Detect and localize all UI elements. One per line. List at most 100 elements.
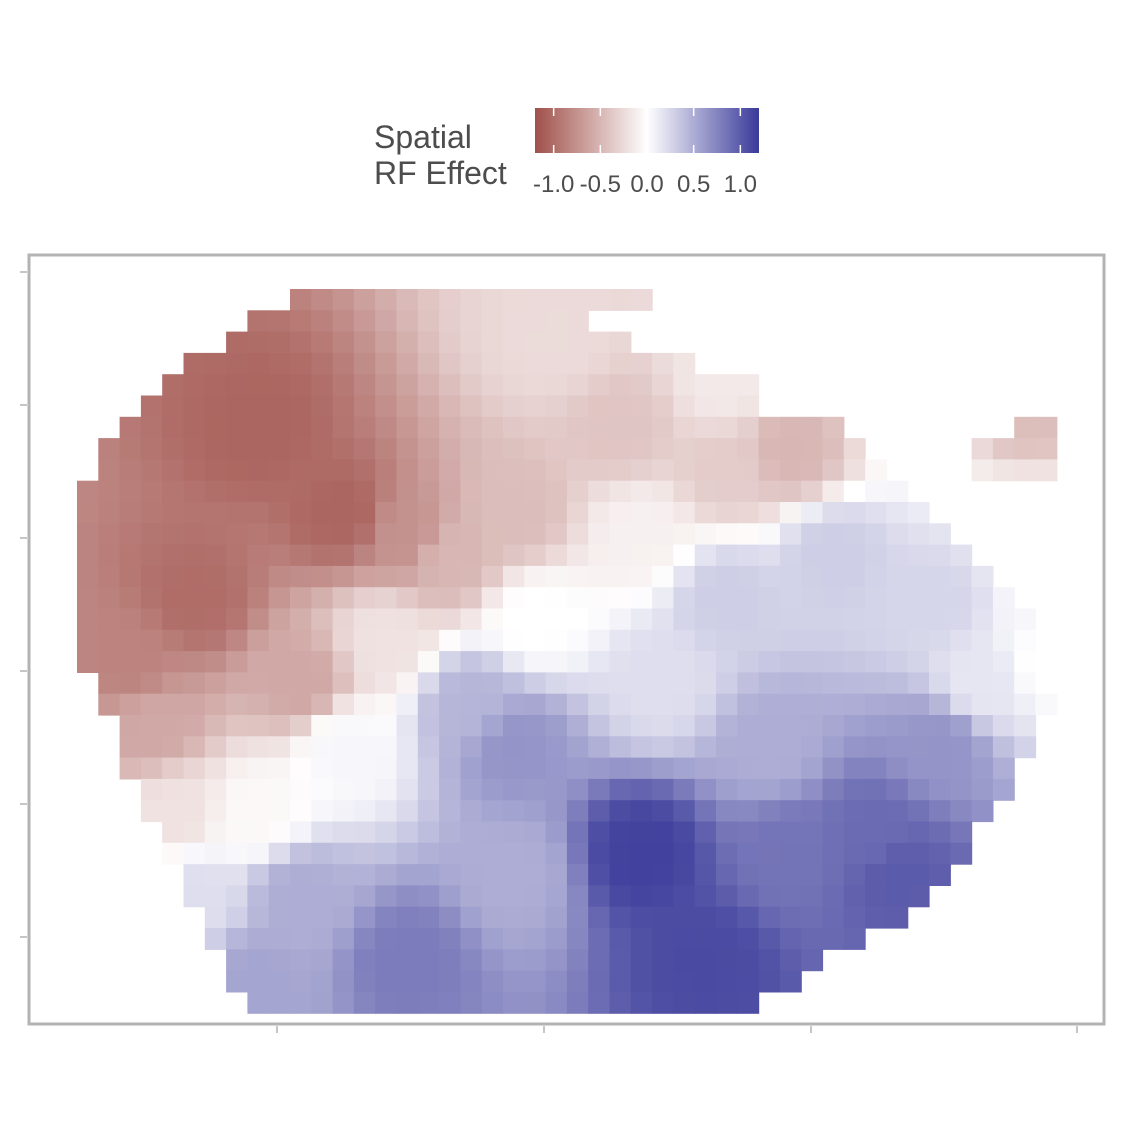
heatmap-cell: [439, 651, 461, 673]
heatmap-cell: [460, 310, 483, 333]
heatmap-cell: [162, 523, 185, 546]
heatmap-cell: [353, 821, 376, 844]
heatmap-cell: [247, 331, 270, 354]
heatmap-cell: [566, 864, 589, 886]
heatmap-cell: [545, 544, 568, 567]
heatmap-cell: [694, 864, 717, 886]
heatmap-cell: [907, 821, 930, 844]
heatmap-cell: [524, 438, 547, 460]
heatmap-cell: [865, 778, 887, 801]
heatmap-cell: [524, 459, 547, 482]
heatmap-cell: [268, 565, 291, 588]
heatmap-cell: [652, 565, 674, 588]
heatmap-cell: [439, 778, 461, 801]
heatmap-cell: [332, 736, 355, 759]
heatmap-cell: [290, 331, 312, 354]
heatmap-cell: [353, 480, 376, 503]
heatmap-cell: [247, 800, 270, 823]
heatmap-cell: [503, 459, 525, 482]
heatmap-cell: [290, 438, 312, 460]
heatmap-cell: [375, 310, 398, 333]
heatmap-cell: [417, 587, 440, 610]
heatmap-cell: [609, 544, 632, 567]
heatmap-cell: [417, 885, 440, 908]
heatmap-cell: [481, 523, 504, 546]
heatmap-cell: [758, 523, 781, 546]
heatmap-cell: [545, 395, 568, 418]
heatmap-cell: [332, 565, 355, 588]
heatmap-cell: [694, 693, 717, 716]
heatmap-cell: [716, 608, 738, 631]
heatmap-cell: [566, 374, 589, 397]
heatmap-cell: [353, 289, 376, 311]
heatmap-cell: [609, 991, 632, 1014]
heatmap-cell: [566, 736, 589, 759]
heatmap-cell: [566, 629, 589, 652]
heatmap-cell: [226, 778, 248, 801]
heatmap-cell: [652, 587, 674, 610]
heatmap-cell: [630, 842, 653, 865]
heatmap-cell: [140, 629, 163, 652]
heatmap-cell: [226, 352, 248, 375]
heatmap-cell: [929, 629, 951, 652]
heatmap-cell: [353, 757, 376, 780]
heatmap-cell: [843, 544, 866, 567]
heatmap-cell: [226, 395, 248, 418]
heatmap-cell: [673, 629, 696, 652]
heatmap-cell: [630, 608, 653, 631]
heatmap-cell: [545, 352, 568, 375]
heatmap-cell: [737, 629, 760, 652]
heatmap-cell: [290, 502, 312, 524]
heatmap-cell: [673, 864, 696, 886]
heatmap-cell: [524, 310, 547, 333]
heatmap-cell: [417, 864, 440, 886]
heatmap-cell: [716, 459, 738, 482]
heatmap-cell: [162, 672, 185, 695]
heatmap-cell: [609, 928, 632, 950]
heatmap-cell: [503, 416, 525, 439]
heatmap-cell: [865, 842, 887, 865]
heatmap-cell: [162, 736, 185, 759]
heatmap-cell: [673, 523, 696, 546]
heatmap-cell: [353, 352, 376, 375]
heatmap-cell: [1014, 416, 1037, 439]
heatmap-cell: [652, 906, 674, 929]
heatmap-cell: [140, 438, 163, 460]
heatmap-cell: [481, 672, 504, 695]
heatmap-cell: [460, 864, 483, 886]
heatmap-cell: [311, 693, 334, 716]
heatmap-cell: [545, 374, 568, 397]
heatmap-cell: [566, 800, 589, 823]
heatmap-cell: [439, 523, 461, 546]
heatmap-cell: [865, 693, 887, 716]
heatmap-cell: [396, 438, 419, 460]
heatmap-cell: [545, 310, 568, 333]
heatmap-cell: [332, 970, 355, 993]
heatmap-cell: [524, 821, 547, 844]
heatmap-cell: [865, 651, 887, 673]
heatmap-cell: [119, 672, 142, 695]
heatmap-cell: [353, 651, 376, 673]
heatmap-cell: [119, 438, 142, 460]
heatmap-cell: [886, 800, 909, 823]
heatmap-cell: [588, 949, 611, 972]
heatmap-cell: [566, 821, 589, 844]
heatmap-cell: [332, 949, 355, 972]
heatmap-cell: [652, 949, 674, 972]
heatmap-cell: [950, 565, 973, 588]
heatmap-cell: [481, 885, 504, 908]
heatmap-cell: [779, 778, 802, 801]
heatmap-cell: [503, 736, 525, 759]
heatmap-cell: [268, 693, 291, 716]
heatmap-cell: [801, 651, 824, 673]
heatmap-cell: [630, 949, 653, 972]
heatmap-cell: [268, 502, 291, 524]
heatmap-cell: [737, 715, 760, 737]
heatmap-cell: [609, 416, 632, 439]
heatmap-cell: [609, 502, 632, 524]
heatmap-cell: [673, 502, 696, 524]
heatmap-cell: [290, 778, 312, 801]
heatmap-cell: [353, 991, 376, 1014]
heatmap-cell: [907, 800, 930, 823]
heatmap-cell: [843, 459, 866, 482]
